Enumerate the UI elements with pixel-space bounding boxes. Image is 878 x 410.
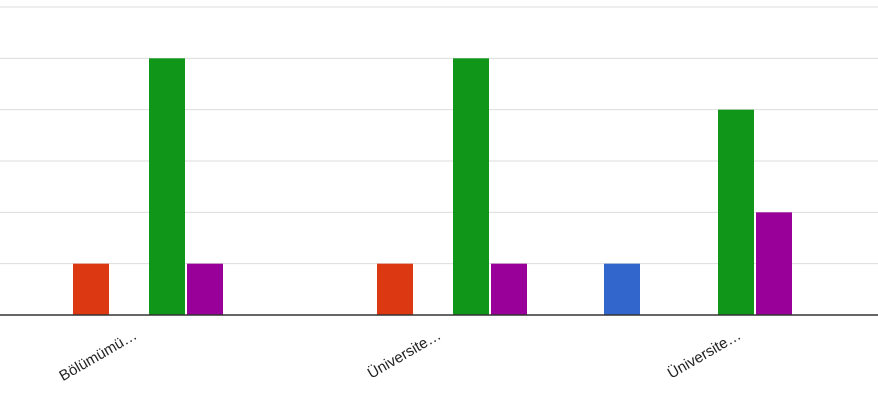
bar[interactable] <box>491 263 527 315</box>
bar[interactable] <box>604 263 640 315</box>
bar[interactable] <box>453 58 489 315</box>
bars <box>73 58 792 316</box>
bar[interactable] <box>187 263 223 315</box>
x-tick-label: Üniversite… <box>364 326 444 382</box>
bar[interactable] <box>718 109 754 316</box>
x-tick-label: Üniversite… <box>664 326 744 382</box>
category-labels: Bölümümü… Üniversite… Üniversite… <box>56 326 744 385</box>
x-tick-label: Bölümümü… <box>56 327 140 385</box>
bar[interactable] <box>377 263 413 315</box>
bar[interactable] <box>149 58 185 315</box>
bar[interactable] <box>73 263 109 315</box>
bar[interactable] <box>756 212 792 315</box>
